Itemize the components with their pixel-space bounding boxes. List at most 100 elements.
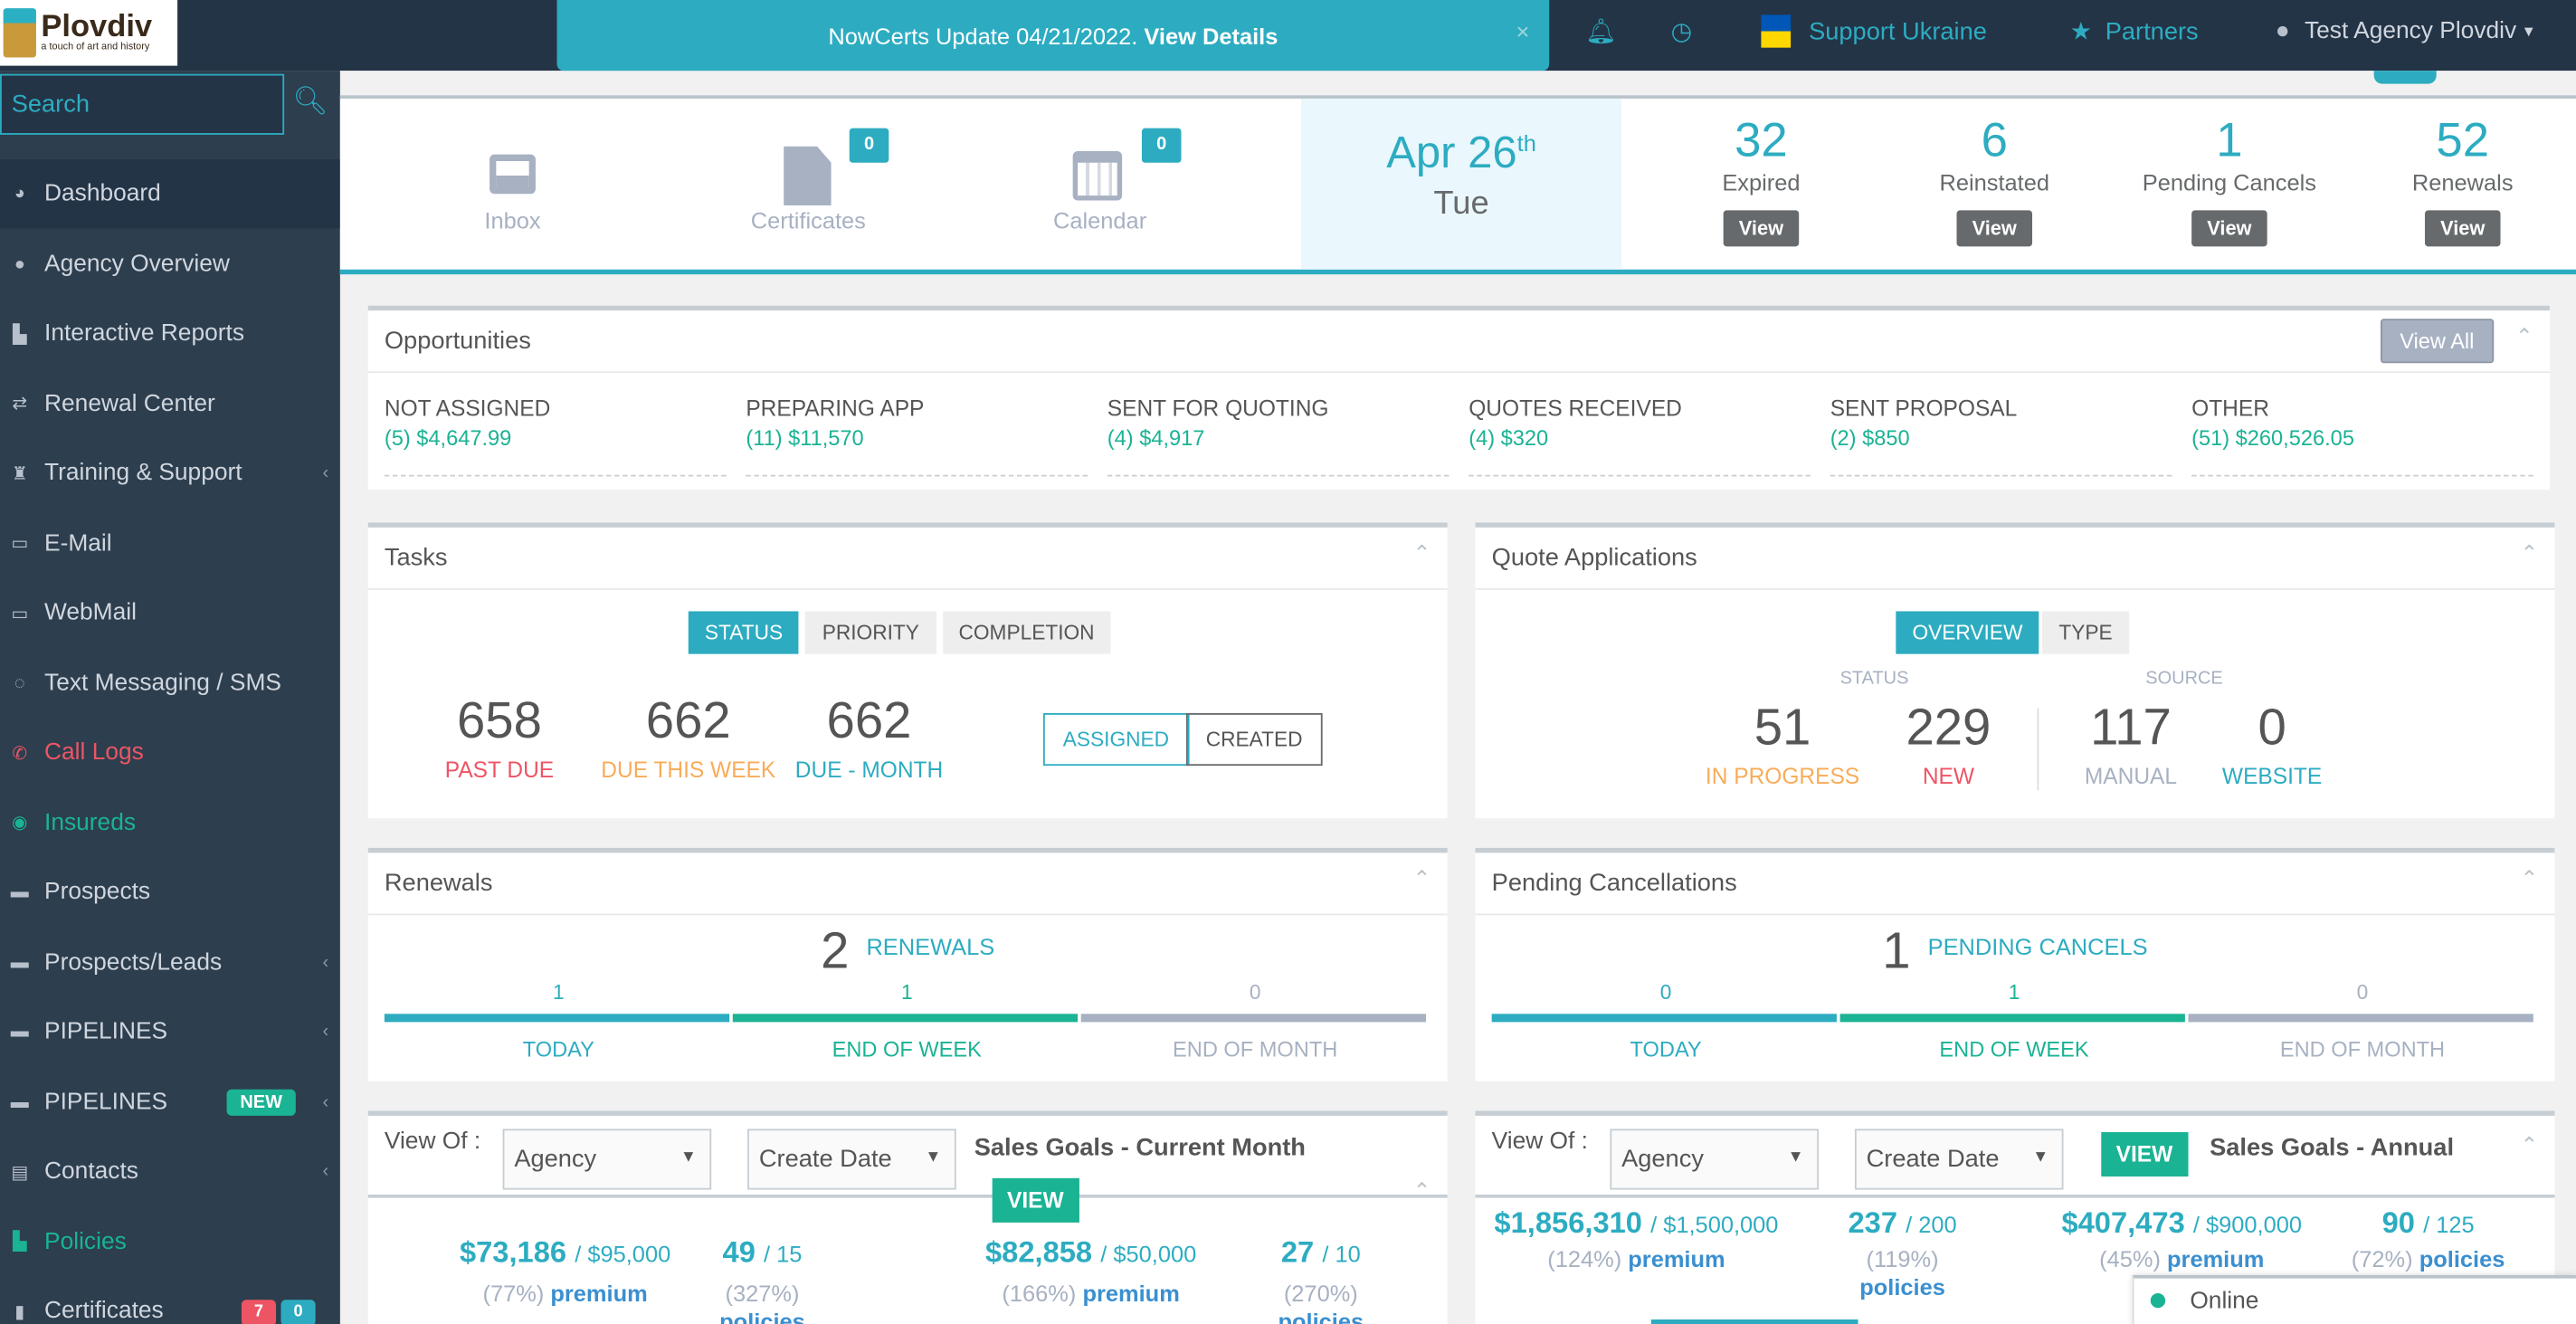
sidebar-item-insureds[interactable]: ◉ Insureds <box>0 788 340 857</box>
view-button[interactable]: View <box>1724 210 1799 247</box>
view-button[interactable]: VIEW <box>992 1177 1079 1223</box>
opportunity-stage[interactable]: QUOTES RECEIVED (4) $320 <box>1469 396 1811 477</box>
view-button[interactable]: View <box>1957 210 2032 247</box>
certificates-label: Certificates <box>750 206 866 233</box>
clock-icon[interactable]: ◷ <box>1670 17 1693 46</box>
quote-stat[interactable]: 51 IN PROGRESS <box>1689 699 1877 789</box>
certificates-tile[interactable]: 0 Certificates <box>669 99 948 270</box>
goal-unit-link[interactable]: policies <box>1278 1308 1364 1324</box>
collapse-icon[interactable]: ⌃ <box>1412 540 1431 566</box>
date-tile: Apr 26th Tue <box>1301 98 1622 270</box>
task-stat[interactable]: 662 DUE - MONTH <box>771 691 968 782</box>
task-stat[interactable]: 658 PAST DUE <box>401 691 598 782</box>
view-of-select[interactable]: Agency ▼ <box>1610 1129 1819 1190</box>
partners-link[interactable]: ★ Partners <box>2070 0 2199 62</box>
support-ukraine-link[interactable]: Support Ukraine <box>1761 0 1987 62</box>
opportunity-stage[interactable]: SENT FOR QUOTING (4) $4,917 <box>1107 396 1450 477</box>
tab-status[interactable]: STATUS <box>688 611 800 654</box>
view-button[interactable]: VIEW <box>2101 1132 2188 1177</box>
view-of-select[interactable]: Agency ▼ <box>502 1129 712 1190</box>
date-type-select[interactable]: Create Date ▼ <box>747 1129 956 1190</box>
bucket-label[interactable]: END OF WEEK <box>832 1036 982 1062</box>
view-button[interactable]: View <box>2425 210 2500 247</box>
collapse-icon[interactable]: ⌃ <box>2515 323 2533 348</box>
tab-type[interactable]: TYPE <box>2042 611 2129 654</box>
bucket-label[interactable]: END OF WEEK <box>1939 1036 2089 1062</box>
collapse-icon[interactable]: ⌃ <box>1412 865 1431 891</box>
sidebar-item-interactive-reports[interactable]: ▙ Interactive Reports <box>0 299 340 367</box>
scroll-tab[interactable] <box>2373 71 2437 84</box>
quote-stat[interactable]: 0 WEBSITE <box>2210 699 2334 789</box>
sidebar-item-agency-overview[interactable]: ● Agency Overview <box>0 229 340 298</box>
chat-status-widget[interactable]: Online <box>2132 1274 2576 1324</box>
assigned-toggle[interactable]: ASSIGNED <box>1042 713 1189 767</box>
renewals-total[interactable]: 2 RENEWALS <box>368 922 1448 981</box>
view-all-button[interactable]: View All <box>2380 319 2495 364</box>
logo[interactable]: Plovdiv a touch of art and history <box>0 0 178 66</box>
sidebar-item-label: Call Logs <box>44 739 144 767</box>
goal-unit-link[interactable]: policies <box>719 1308 805 1324</box>
search-icon[interactable]: 🔍︎ <box>292 85 328 117</box>
sidebar-item-pipelines[interactable]: ▬ PIPELINES ‹ <box>0 997 340 1066</box>
bucket-label[interactable]: TODAY <box>522 1036 594 1062</box>
goal-unit-link[interactable]: premium <box>1082 1280 1180 1307</box>
sidebar-item-prospects[interactable]: ▬ Prospects <box>0 858 340 927</box>
sidebar-item-certificates[interactable]: ▮ Certificates 7 0 <box>0 1277 340 1324</box>
sidebar-item-label: PIPELINES <box>44 1088 168 1115</box>
total-label: RENEWALS <box>866 933 995 960</box>
opportunities-panel: Opportunities View All ⌃ NOT ASSIGNED (5) $… <box>367 305 2550 491</box>
pending-total[interactable]: 1 PENDING CANCELS <box>1475 922 2554 981</box>
collapse-icon[interactable]: ⌃ <box>1412 1177 1431 1204</box>
sidebar-item-e-mail[interactable]: ▭ E-Mail <box>0 509 340 577</box>
bucket-label[interactable]: TODAY <box>1630 1036 1702 1062</box>
bucket-label[interactable]: END OF MONTH <box>1173 1036 1338 1062</box>
opportunity-stage[interactable]: NOT ASSIGNED (5) $4,647.99 <box>384 396 727 477</box>
goal-unit-link[interactable]: premium <box>550 1280 648 1307</box>
quote-stat[interactable]: 229 NEW <box>1863 699 2034 789</box>
sidebar-item-contacts[interactable]: ▤ Contacts ‹ <box>0 1137 340 1205</box>
file-icon <box>784 146 832 205</box>
opportunity-stage[interactable]: PREPARING APP (11) $11,570 <box>746 396 1088 477</box>
goal-percent: (77%) <box>482 1280 545 1307</box>
tab-completion[interactable]: COMPLETION <box>942 611 1111 654</box>
stage-label: OTHER <box>2191 395 2269 421</box>
sidebar-item-text-messaging-sms[interactable]: ◌ Text Messaging / SMS <box>0 648 340 717</box>
tab-priority[interactable]: PRIORITY <box>805 611 936 654</box>
quote-stat[interactable]: 117 MANUAL <box>2050 699 2211 789</box>
close-icon[interactable]: × <box>1516 17 1530 45</box>
bucket-value: 0 <box>1249 980 1261 1005</box>
bell-icon[interactable]: 🔔︎ <box>1585 17 1617 46</box>
exchange-icon: ⇄ <box>12 394 28 414</box>
created-toggle[interactable]: CREATED <box>1185 713 1323 767</box>
view-details-link[interactable]: View Details <box>1144 22 1278 49</box>
sidebar-item-training-support[interactable]: ♜ Training & Support ‹ <box>0 439 340 508</box>
goal-unit-link[interactable]: premium <box>1628 1245 1725 1272</box>
view-button[interactable]: View <box>2191 210 2267 247</box>
tab-overview[interactable]: OVERVIEW <box>1896 611 2039 654</box>
sidebar-item-prospects-leads[interactable]: ▬ Prospects/Leads ‹ <box>0 928 340 996</box>
bucket-label[interactable]: END OF MONTH <box>2279 1036 2446 1062</box>
task-stat[interactable]: 662 DUE THIS WEEK <box>582 691 795 782</box>
goal-unit-link[interactable]: premium <box>2167 1245 2265 1272</box>
sidebar-item-policies[interactable]: ▙ Policies <box>0 1207 340 1276</box>
sidebar-item-call-logs[interactable]: ✆ Call Logs <box>0 718 340 786</box>
collapse-icon[interactable]: ⌃ <box>2520 865 2539 891</box>
goal-unit-link[interactable]: policies <box>2419 1245 2505 1272</box>
sidebar-item-label: Certificates <box>44 1298 164 1324</box>
date-type-select[interactable]: Create Date ▼ <box>1854 1129 2064 1190</box>
collapse-icon[interactable]: ⌃ <box>2520 1132 2539 1157</box>
inbox-tile[interactable]: Inbox <box>340 99 685 270</box>
calendar-tile[interactable]: 0 Calendar <box>965 99 1236 270</box>
sidebar-item-renewal-center[interactable]: ⇄ Renewal Center <box>0 369 340 438</box>
goal-unit-link[interactable]: policies <box>1859 1273 1945 1300</box>
globe-icon: ● <box>14 253 25 274</box>
user-menu[interactable]: ● Test Agency Plovdiv ▼ <box>2276 0 2536 62</box>
collapse-icon[interactable]: ⌃ <box>2520 540 2539 566</box>
bucket-value: 1 <box>553 980 565 1005</box>
opportunity-stage[interactable]: OTHER (51) $260,526.05 <box>2191 396 2533 477</box>
sidebar-item-webmail[interactable]: ▭ WebMail <box>0 578 340 647</box>
opportunity-stage[interactable]: SENT PROPOSAL (2) $850 <box>1830 396 2172 477</box>
sidebar-item-dashboard[interactable]: ◕ Dashboard <box>0 159 340 229</box>
sidebar-item-pipelines[interactable]: ▬ PIPELINES ‹ NEW <box>0 1067 340 1136</box>
search-input[interactable]: Search <box>0 73 285 135</box>
